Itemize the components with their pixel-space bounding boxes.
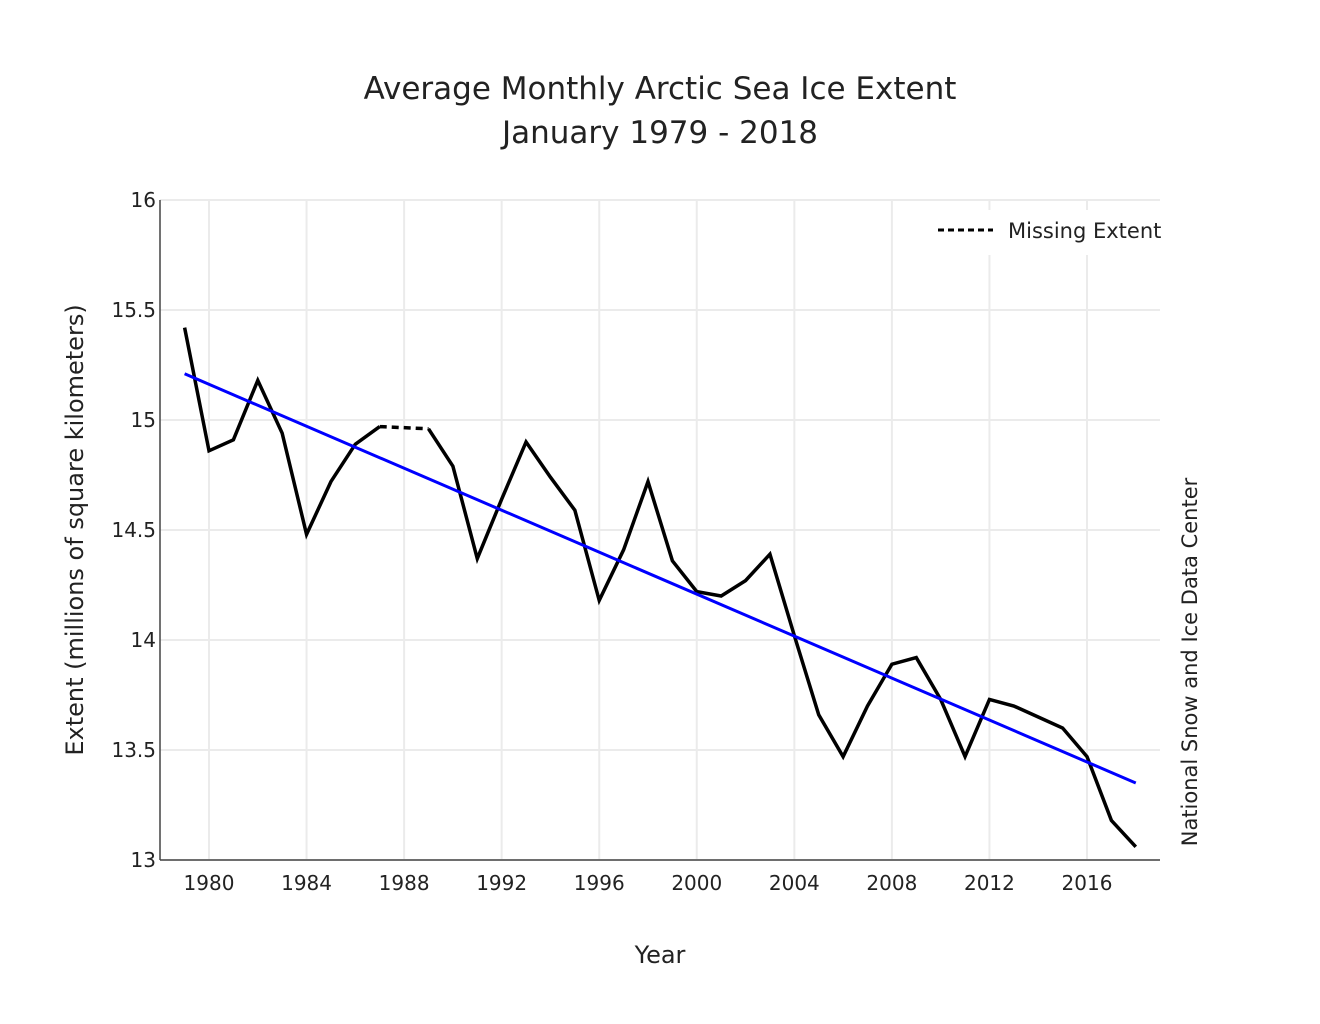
- extent-line: [182, 327, 381, 540]
- credit-text: National Snow and Ice Data Center: [1178, 477, 1202, 846]
- x-tick-label: 1992: [476, 871, 527, 895]
- y-tick-label: 13: [131, 848, 156, 872]
- chart-title: Average Monthly Arctic Sea Ice Extent: [364, 71, 957, 107]
- x-tick-label: 2016: [1062, 871, 1113, 895]
- x-tick-label: 1984: [281, 871, 332, 895]
- y-tick-label: 14: [131, 628, 156, 652]
- x-tick-label: 1980: [184, 871, 235, 895]
- y-tick-label: 15.5: [111, 298, 156, 322]
- x-axis-label: Year: [634, 941, 686, 969]
- series: [182, 327, 1138, 848]
- x-tick-label: 2008: [866, 871, 917, 895]
- x-tick-label: 1988: [379, 871, 430, 895]
- y-tick-label: 15: [131, 408, 156, 432]
- trend-line: [184, 372, 1137, 785]
- y-tick-label: 16: [131, 188, 156, 212]
- x-tick-label: 2004: [769, 871, 820, 895]
- y-axis-label: Extent (millions of square kilometers): [61, 304, 89, 755]
- x-tick-label: 2012: [964, 871, 1015, 895]
- missing-extent-line: [379, 424, 429, 431]
- legend: Missing Extent: [925, 210, 1165, 255]
- chart-subtitle: January 1979 - 2018: [500, 115, 818, 151]
- y-tick-label: 14.5: [111, 518, 156, 542]
- axes: 1980 1984 1988 1992 1996 2000 2004 2008 2012 2016…: [111, 188, 1160, 895]
- y-tick-label: 13.5: [111, 738, 156, 762]
- x-tick-label: 1996: [574, 871, 625, 895]
- legend-label: Missing Extent: [1008, 219, 1161, 243]
- extent-line: [427, 427, 1138, 848]
- x-tick-label: 2000: [671, 871, 722, 895]
